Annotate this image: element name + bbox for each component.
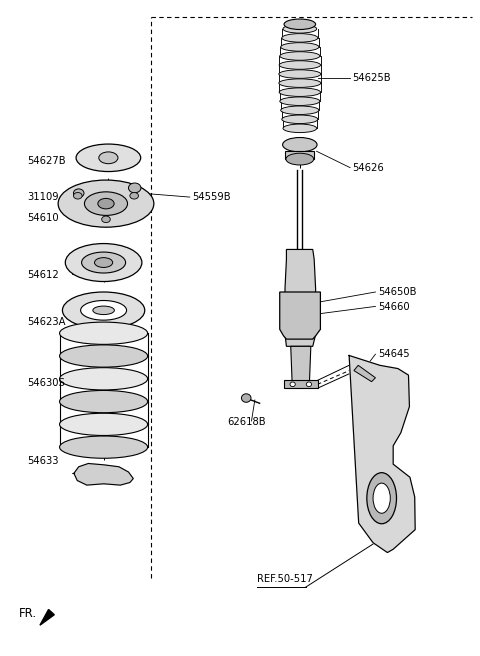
Text: 54645: 54645 [378, 350, 409, 359]
Text: 62618B: 62618B [228, 417, 266, 427]
Ellipse shape [60, 322, 148, 344]
Text: 54627B: 54627B [27, 156, 66, 167]
Ellipse shape [102, 216, 110, 222]
Polygon shape [354, 365, 375, 382]
Text: 54633: 54633 [27, 456, 59, 466]
Ellipse shape [93, 306, 114, 315]
Ellipse shape [283, 138, 317, 152]
Ellipse shape [60, 436, 148, 459]
Ellipse shape [282, 115, 318, 123]
Ellipse shape [280, 97, 320, 106]
Ellipse shape [60, 345, 148, 367]
Ellipse shape [58, 180, 154, 227]
Ellipse shape [290, 382, 295, 386]
Text: 54660: 54660 [378, 302, 409, 312]
Text: FR.: FR. [19, 607, 37, 621]
Ellipse shape [284, 19, 316, 30]
Ellipse shape [76, 144, 141, 172]
Ellipse shape [279, 88, 321, 96]
Polygon shape [286, 152, 314, 159]
Text: 54625B: 54625B [352, 73, 391, 83]
Ellipse shape [73, 189, 84, 197]
Ellipse shape [283, 24, 317, 33]
Ellipse shape [95, 258, 113, 268]
Ellipse shape [367, 473, 396, 523]
Ellipse shape [281, 106, 319, 115]
Text: REF.50-517: REF.50-517 [257, 574, 312, 584]
Ellipse shape [373, 483, 390, 513]
Ellipse shape [62, 292, 145, 329]
Polygon shape [349, 356, 415, 552]
Ellipse shape [280, 52, 320, 60]
Ellipse shape [279, 61, 321, 70]
Text: 54559B: 54559B [192, 192, 231, 202]
Ellipse shape [81, 300, 127, 320]
Ellipse shape [60, 367, 148, 390]
Text: 54612: 54612 [27, 270, 59, 279]
Ellipse shape [279, 70, 321, 78]
Ellipse shape [65, 243, 142, 281]
Ellipse shape [283, 124, 317, 133]
Ellipse shape [82, 252, 126, 273]
Ellipse shape [282, 33, 318, 42]
Ellipse shape [98, 198, 114, 209]
Polygon shape [280, 292, 321, 339]
Text: 54650B: 54650B [378, 287, 416, 297]
Text: 31109: 31109 [27, 192, 59, 202]
Ellipse shape [73, 192, 82, 199]
Ellipse shape [99, 152, 118, 164]
Polygon shape [40, 609, 54, 625]
Text: 54630S: 54630S [27, 378, 65, 388]
Ellipse shape [130, 192, 139, 199]
Ellipse shape [129, 183, 141, 193]
Ellipse shape [279, 79, 321, 87]
Ellipse shape [281, 43, 319, 51]
Ellipse shape [241, 394, 251, 402]
Text: 54626: 54626 [352, 163, 384, 173]
Ellipse shape [306, 382, 312, 386]
Polygon shape [74, 464, 133, 485]
Polygon shape [291, 346, 311, 384]
Ellipse shape [60, 390, 148, 413]
Text: 54623A: 54623A [27, 317, 65, 327]
Ellipse shape [60, 413, 148, 436]
Ellipse shape [84, 192, 128, 215]
Polygon shape [284, 380, 318, 388]
Polygon shape [285, 249, 316, 346]
Text: 54610: 54610 [27, 213, 59, 222]
Ellipse shape [286, 154, 314, 165]
